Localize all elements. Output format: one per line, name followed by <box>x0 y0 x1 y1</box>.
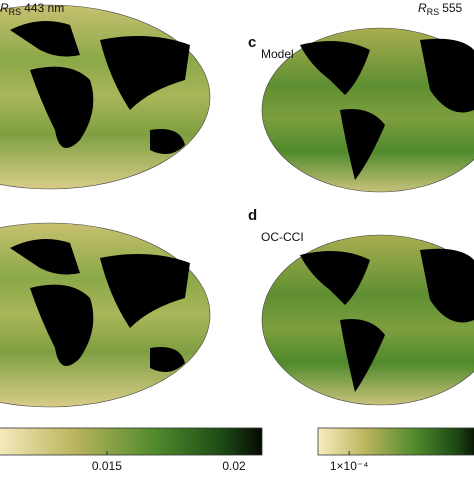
colorbar-tick-label: 0.015 <box>92 459 122 473</box>
map-occci-443 <box>0 222 211 408</box>
panel-letter: d <box>248 207 257 224</box>
panel-label: Model <box>261 47 294 61</box>
panel-label: OC-CCI <box>261 230 304 244</box>
colorbar <box>317 427 474 456</box>
quantity-label: RRS 443 nm <box>0 1 64 17</box>
colorbars: 0.015 0.02 1×10⁻⁴ <box>0 427 474 473</box>
colorbar-tick-label: 0.02 <box>222 459 246 473</box>
map-occci-555 <box>261 234 474 406</box>
map-model-555 <box>261 27 474 193</box>
map-model-443 <box>0 4 211 190</box>
quantity-label: RRS 555 <box>418 1 463 17</box>
panel-letter: c <box>248 34 256 51</box>
colorbar <box>0 427 263 456</box>
colorbar-tick-label: 1×10⁻⁴ <box>330 459 369 473</box>
